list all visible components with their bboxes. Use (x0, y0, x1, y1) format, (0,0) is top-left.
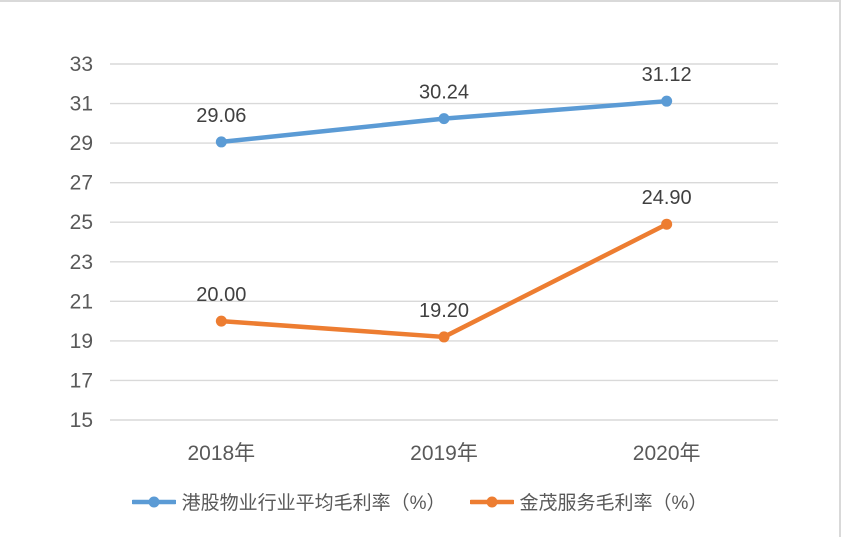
y-axis-tick-label: 23 (70, 251, 93, 274)
chart-legend: 港股物业行业平均毛利率（%） 金茂服务毛利率（%） (0, 488, 839, 515)
data-point-marker (661, 95, 673, 107)
legend-marker-dot (486, 496, 497, 507)
legend-item-1: 金茂服务毛利率（%） (469, 488, 708, 515)
data-point-marker (438, 331, 450, 343)
x-axis-category-label: 2019年 (410, 442, 478, 465)
legend-line-marker-icon (131, 496, 176, 507)
y-axis-tick-label: 15 (70, 409, 93, 432)
y-axis-tick-label: 25 (70, 211, 93, 234)
data-point-marker (215, 136, 227, 148)
y-axis-tick-label: 31 (70, 93, 93, 116)
data-point-label: 24.90 (642, 187, 692, 209)
legend-line-marker-icon (469, 496, 514, 507)
data-point-marker (438, 113, 450, 125)
x-axis-category-label: 2018年 (187, 442, 255, 465)
data-point-marker (215, 315, 227, 327)
legend-item-0: 港股物业行业平均毛利率（%） (131, 488, 446, 515)
y-axis-tick-label: 19 (70, 330, 93, 353)
legend-series-label: 金茂服务毛利率（%） (519, 493, 708, 514)
y-axis-tick-label: 29 (70, 132, 93, 155)
legend-series-label: 港股物业行业平均毛利率（%） (181, 493, 446, 514)
y-axis-tick-label: 33 (70, 53, 93, 76)
x-axis-category-label: 2020年 (633, 442, 701, 465)
legend-marker-dot (148, 496, 160, 507)
y-axis-tick-label: 17 (70, 369, 93, 392)
y-axis-tick-label: 27 (70, 172, 93, 195)
data-point-label: 29.06 (196, 105, 246, 127)
y-axis-tick-label: 21 (70, 290, 93, 313)
data-point-label: 19.20 (419, 300, 469, 322)
data-point-label: 31.12 (642, 64, 692, 86)
data-point-label: 20.00 (196, 284, 246, 306)
data-point-label: 30.24 (419, 82, 469, 104)
data-point-marker (661, 218, 673, 230)
